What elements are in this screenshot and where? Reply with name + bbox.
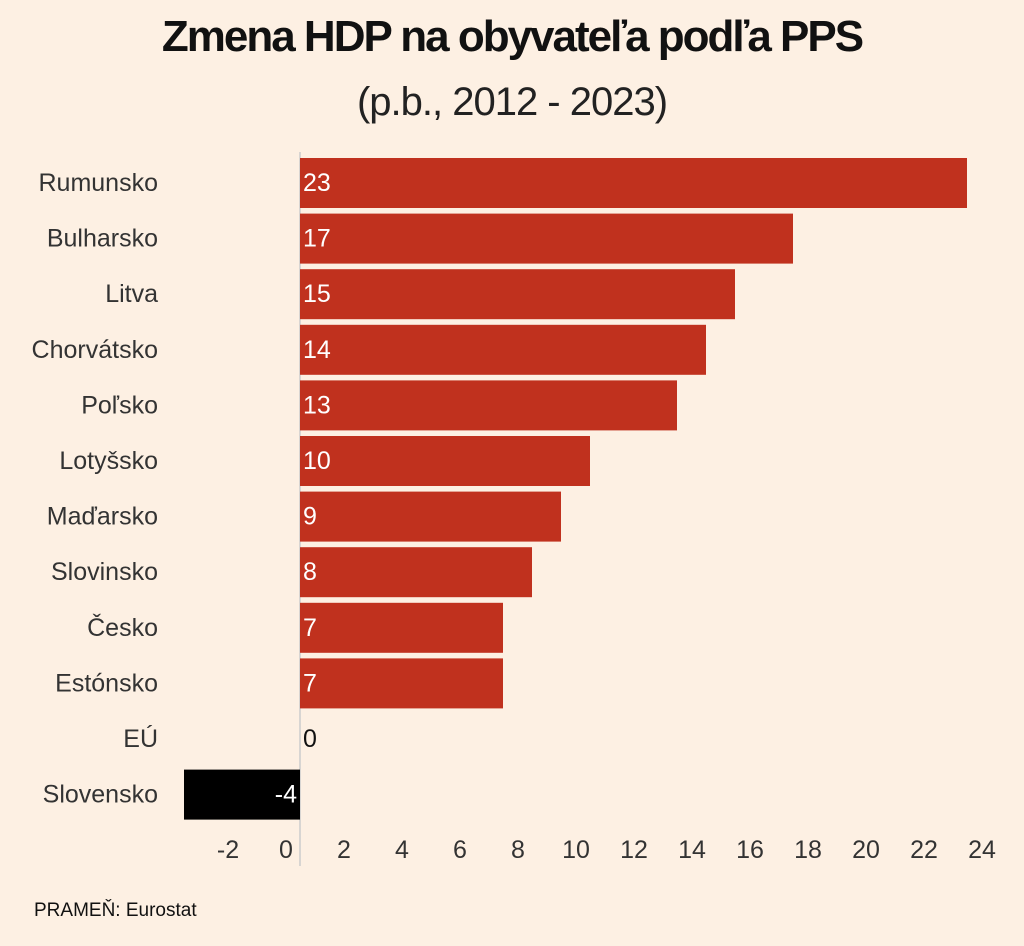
x-tick-label: 8 [511, 836, 525, 864]
category-label: Slovinsko [51, 558, 158, 586]
x-tick-label: 16 [736, 836, 764, 864]
category-label: EÚ [123, 724, 158, 753]
data-label: 8 [303, 558, 317, 586]
bar [300, 213, 793, 264]
x-tick-label: 0 [279, 836, 293, 864]
category-label: Maďarsko [47, 503, 158, 531]
x-tick-label: 4 [395, 836, 409, 864]
x-tick-label: 18 [794, 836, 822, 864]
data-label: 17 [303, 225, 331, 253]
labels-layer: Rumunsko 23 Bulharsko 17 Litva 15 Chorvátsko 14… [32, 169, 331, 809]
bar [300, 547, 532, 598]
x-tick-label: 24 [968, 836, 996, 864]
chart-subtitle: (p.b., 2012 - 2023) [356, 80, 668, 124]
data-label: 14 [303, 336, 331, 364]
bar [300, 491, 561, 542]
category-label: Lotyšsko [59, 447, 158, 475]
x-tick-label: 12 [620, 836, 648, 864]
data-label: 7 [303, 669, 317, 697]
category-label: Bulharsko [47, 225, 158, 253]
data-label: 15 [303, 280, 331, 308]
data-label: 9 [303, 503, 317, 531]
data-label: 0 [303, 725, 317, 753]
bar [300, 324, 706, 375]
x-tick-label: -2 [217, 836, 239, 864]
ticks-layer: -2 0 2 4 6 8 10 12 14 16 18 20 22 24 [217, 836, 996, 864]
category-label: Rumunsko [39, 169, 159, 197]
data-label: 10 [303, 447, 331, 475]
data-label: 7 [303, 614, 317, 642]
bar [184, 769, 300, 820]
category-label: Chorvátsko [32, 336, 158, 364]
category-label: Poľsko [81, 391, 158, 419]
bar [300, 158, 967, 208]
x-tick-label: 20 [852, 836, 880, 864]
data-label: 23 [303, 169, 331, 197]
data-label: 13 [303, 391, 331, 419]
bar [300, 269, 735, 320]
category-label: Estónsko [55, 669, 158, 697]
x-tick-label: 6 [453, 836, 467, 864]
x-tick-label: 2 [337, 836, 351, 864]
x-tick-label: 22 [910, 836, 938, 864]
bars-layer [184, 152, 967, 866]
category-label: Litva [105, 280, 158, 308]
bar [300, 602, 503, 653]
bar [300, 436, 590, 486]
x-tick-label: 14 [678, 836, 706, 864]
category-label: Slovensko [43, 781, 158, 809]
source-note: PRAMEŇ: Eurostat [34, 900, 197, 921]
x-tick-label: 10 [562, 836, 590, 864]
data-label: -4 [275, 781, 297, 809]
bar [300, 658, 503, 709]
chart-title: Zmena HDP na obyvateľa podľa PPS [161, 12, 864, 61]
bar [300, 380, 677, 431]
category-label: Česko [87, 613, 158, 642]
